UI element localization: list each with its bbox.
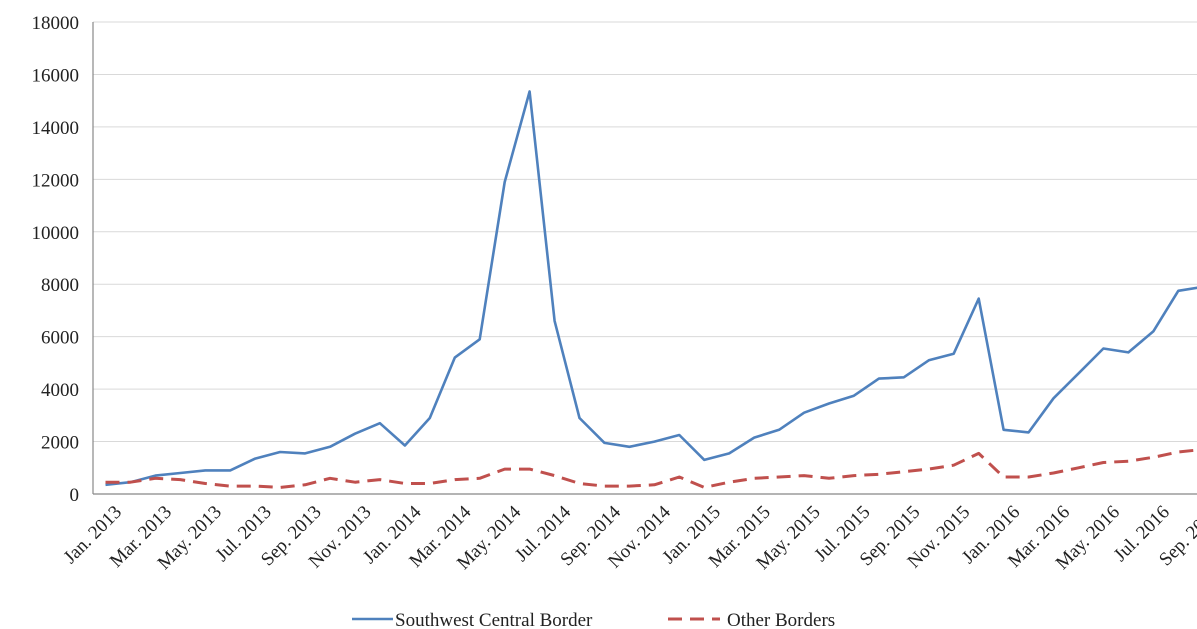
y-tick-label: 6000 [41, 328, 79, 349]
y-tick-label: 14000 [32, 118, 80, 139]
y-tick-label: 16000 [32, 65, 80, 86]
y-tick-label: 18000 [32, 13, 80, 34]
y-tick-label: 4000 [41, 380, 79, 401]
gridlines [93, 21, 1197, 443]
y-tick-label: 10000 [32, 223, 80, 244]
y-tick-label: 2000 [41, 433, 79, 454]
legend: Southwest Central Border Other Borders [352, 610, 835, 629]
series-line-other-borders [105, 448, 1197, 489]
legend-label: Other Borders [727, 610, 835, 629]
series-line-southwest-central-border [105, 90, 1197, 487]
y-tick-label: 12000 [32, 170, 80, 191]
axes [92, 22, 1197, 495]
series-lines [105, 90, 1197, 489]
y-tick-label: 8000 [41, 275, 79, 296]
y-tick-labels: 0 2000 4000 6000 8000 10000 12000 14000 16000 180… [32, 13, 80, 506]
y-tick-label: 0 [70, 485, 80, 506]
legend-label: Southwest Central Border [395, 610, 593, 629]
